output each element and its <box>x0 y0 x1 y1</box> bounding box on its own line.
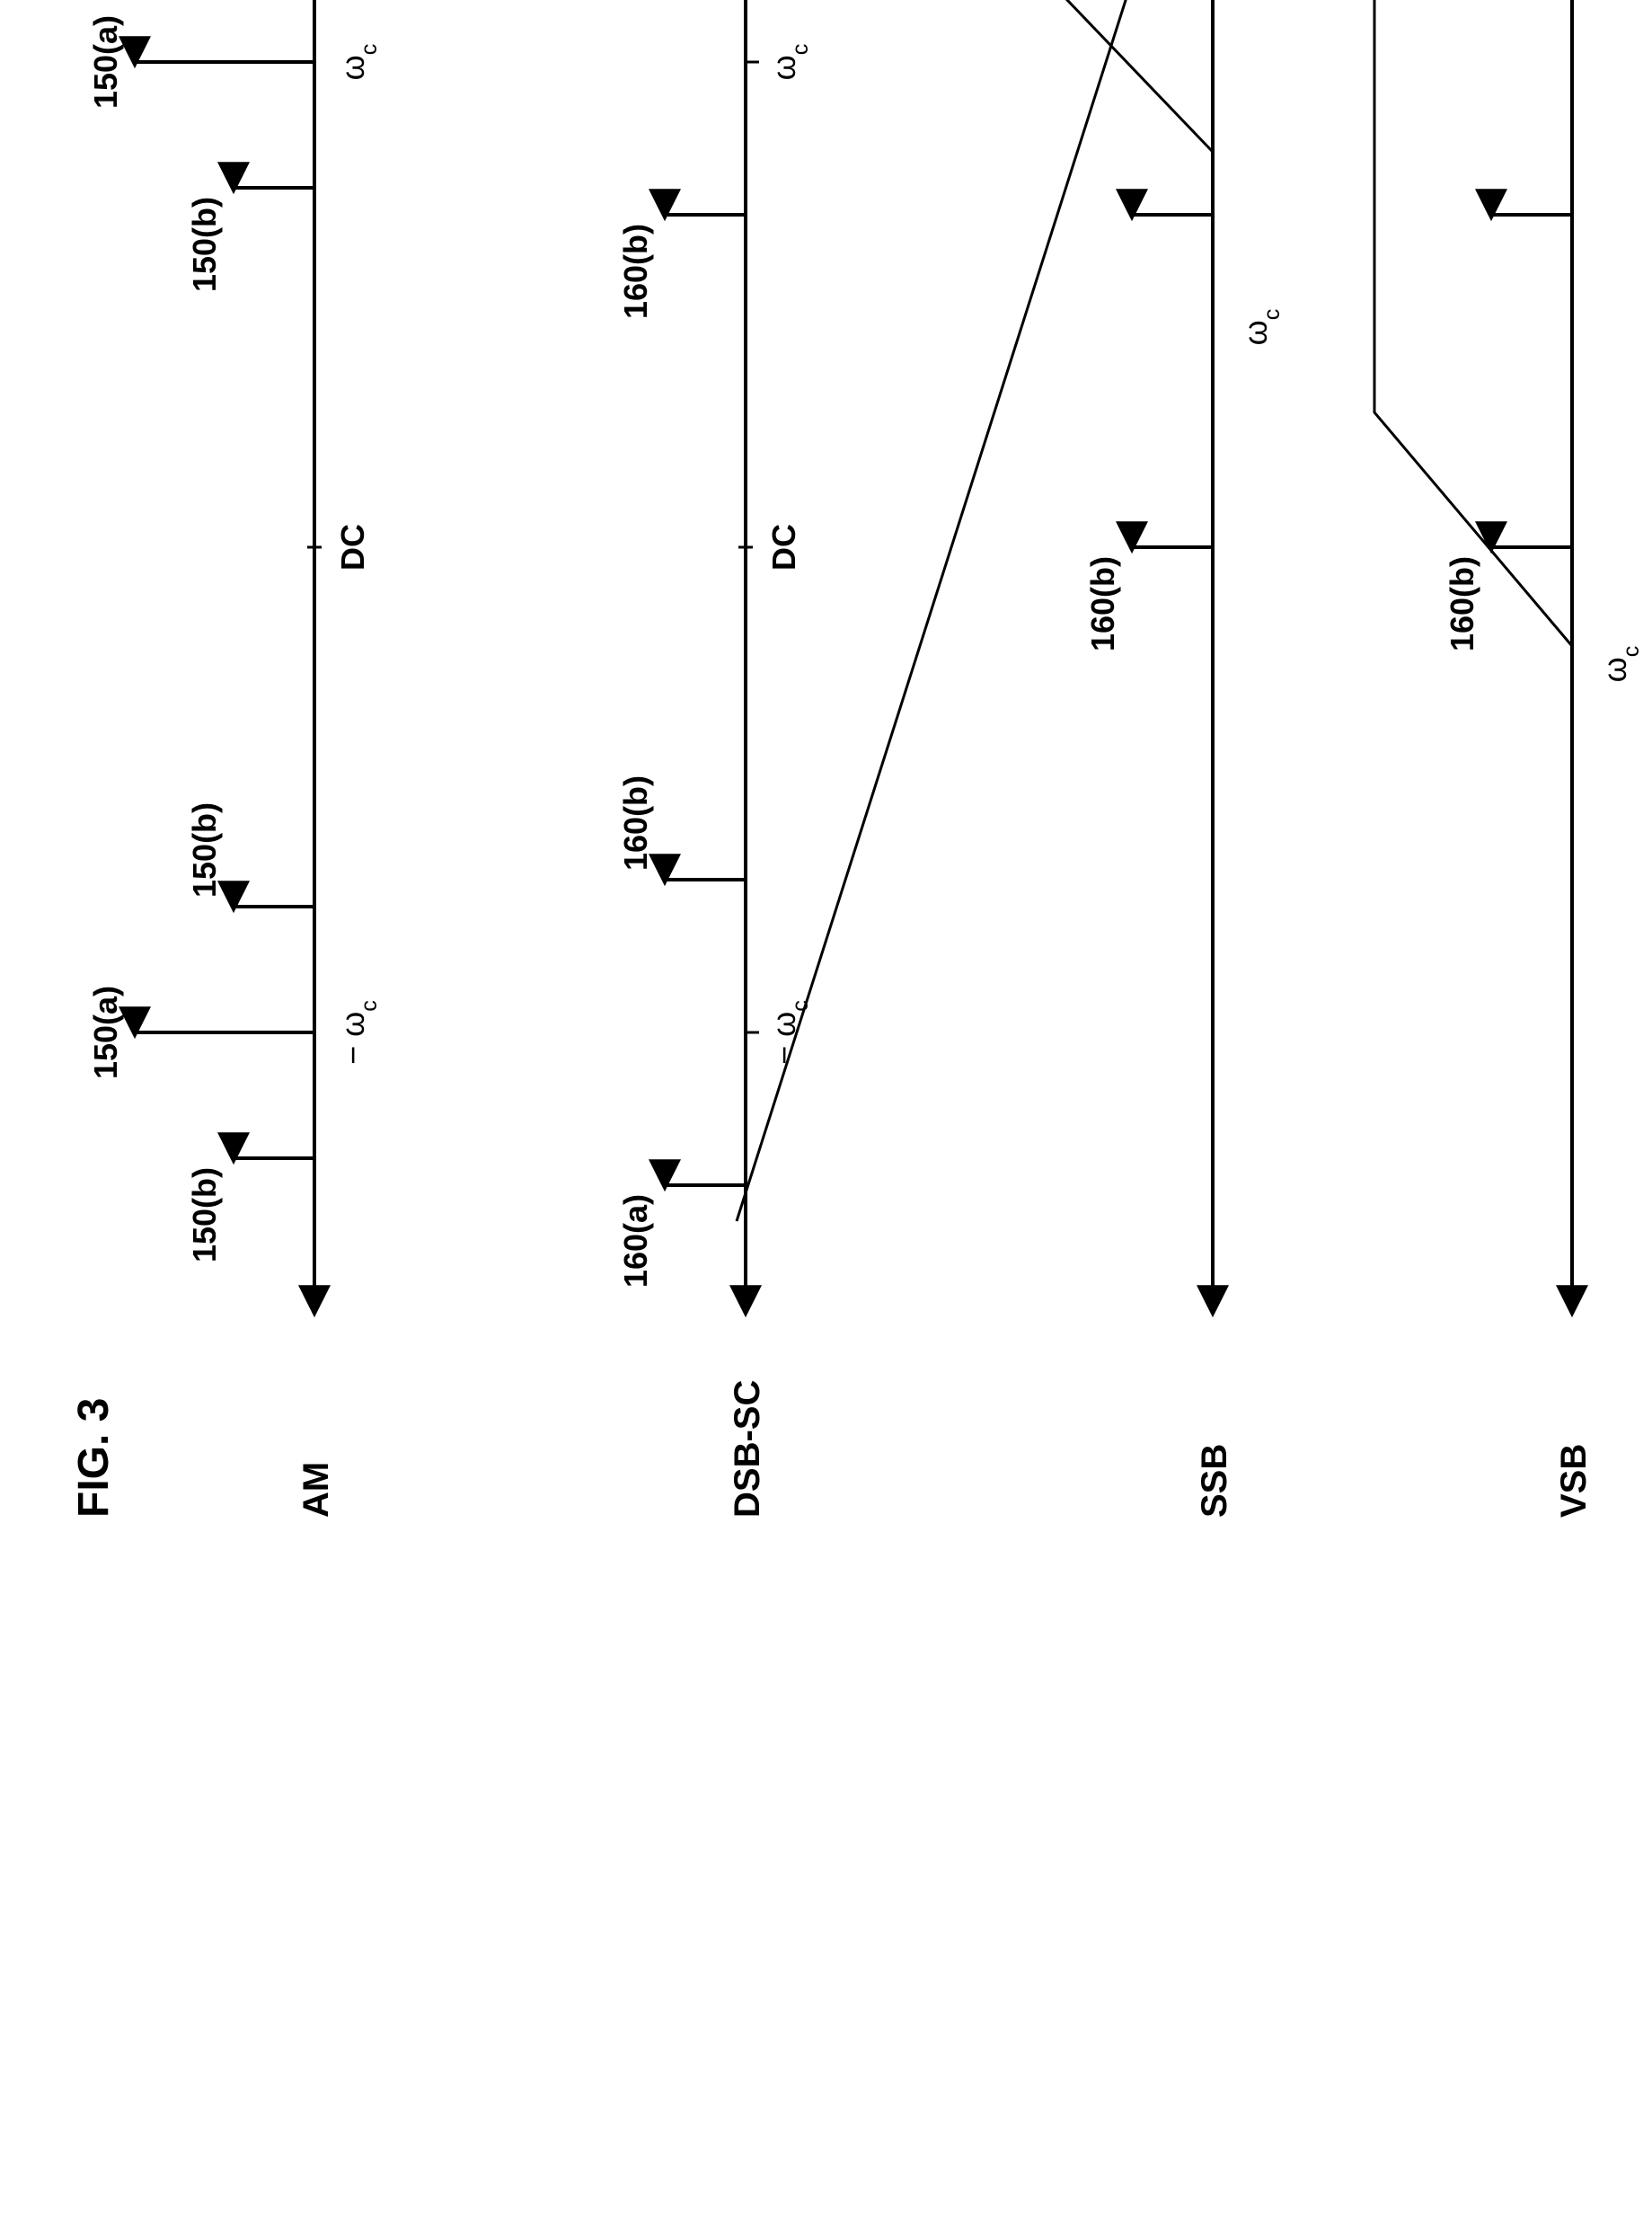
vsb-filter-shape <box>1374 0 1572 646</box>
row-label-dsbsc: DSB-SC <box>728 1380 767 1518</box>
omega-c-label: − ωc <box>334 1000 382 1065</box>
label: 160(b) <box>617 224 654 319</box>
omega-c-label: ωc <box>1237 309 1285 346</box>
label: 160(b) <box>617 775 654 871</box>
am-side-label: 150(b) <box>186 197 223 292</box>
dc-label: DC <box>334 524 371 571</box>
am-carrier-label: 150(a) <box>87 15 124 109</box>
row-label-ssb: SSB <box>1195 1444 1234 1518</box>
omega-c-label: ωc <box>1596 646 1644 683</box>
omega-c-label: ωc <box>334 44 382 81</box>
diagonal-line <box>737 0 1226 1221</box>
row-label-am: AM <box>296 1462 336 1518</box>
am-side-label: 150(b) <box>186 802 223 898</box>
figure-page: FIG. 3 AM DC 150(a) 150(b) 150(b) − ωc 150(a) 15… <box>0 0 1652 1652</box>
dc-label: DC <box>765 524 802 571</box>
am-side-label: 150(b) <box>186 1167 223 1262</box>
ssb-filter-triangle <box>1006 0 1213 152</box>
row-label-vsb: VSB <box>1554 1444 1594 1518</box>
omega-c-label: ωc <box>765 44 813 81</box>
label: 160(b) <box>1084 556 1121 651</box>
figure-svg: FIG. 3 AM DC 150(a) 150(b) 150(b) − ωc 150(a) 15… <box>0 0 1652 1652</box>
figure-title: FIG. 3 <box>70 1398 118 1518</box>
label: 160(a) <box>617 1194 654 1288</box>
label: 160(b) <box>1444 556 1480 651</box>
am-carrier-label: 150(a) <box>87 986 124 1079</box>
